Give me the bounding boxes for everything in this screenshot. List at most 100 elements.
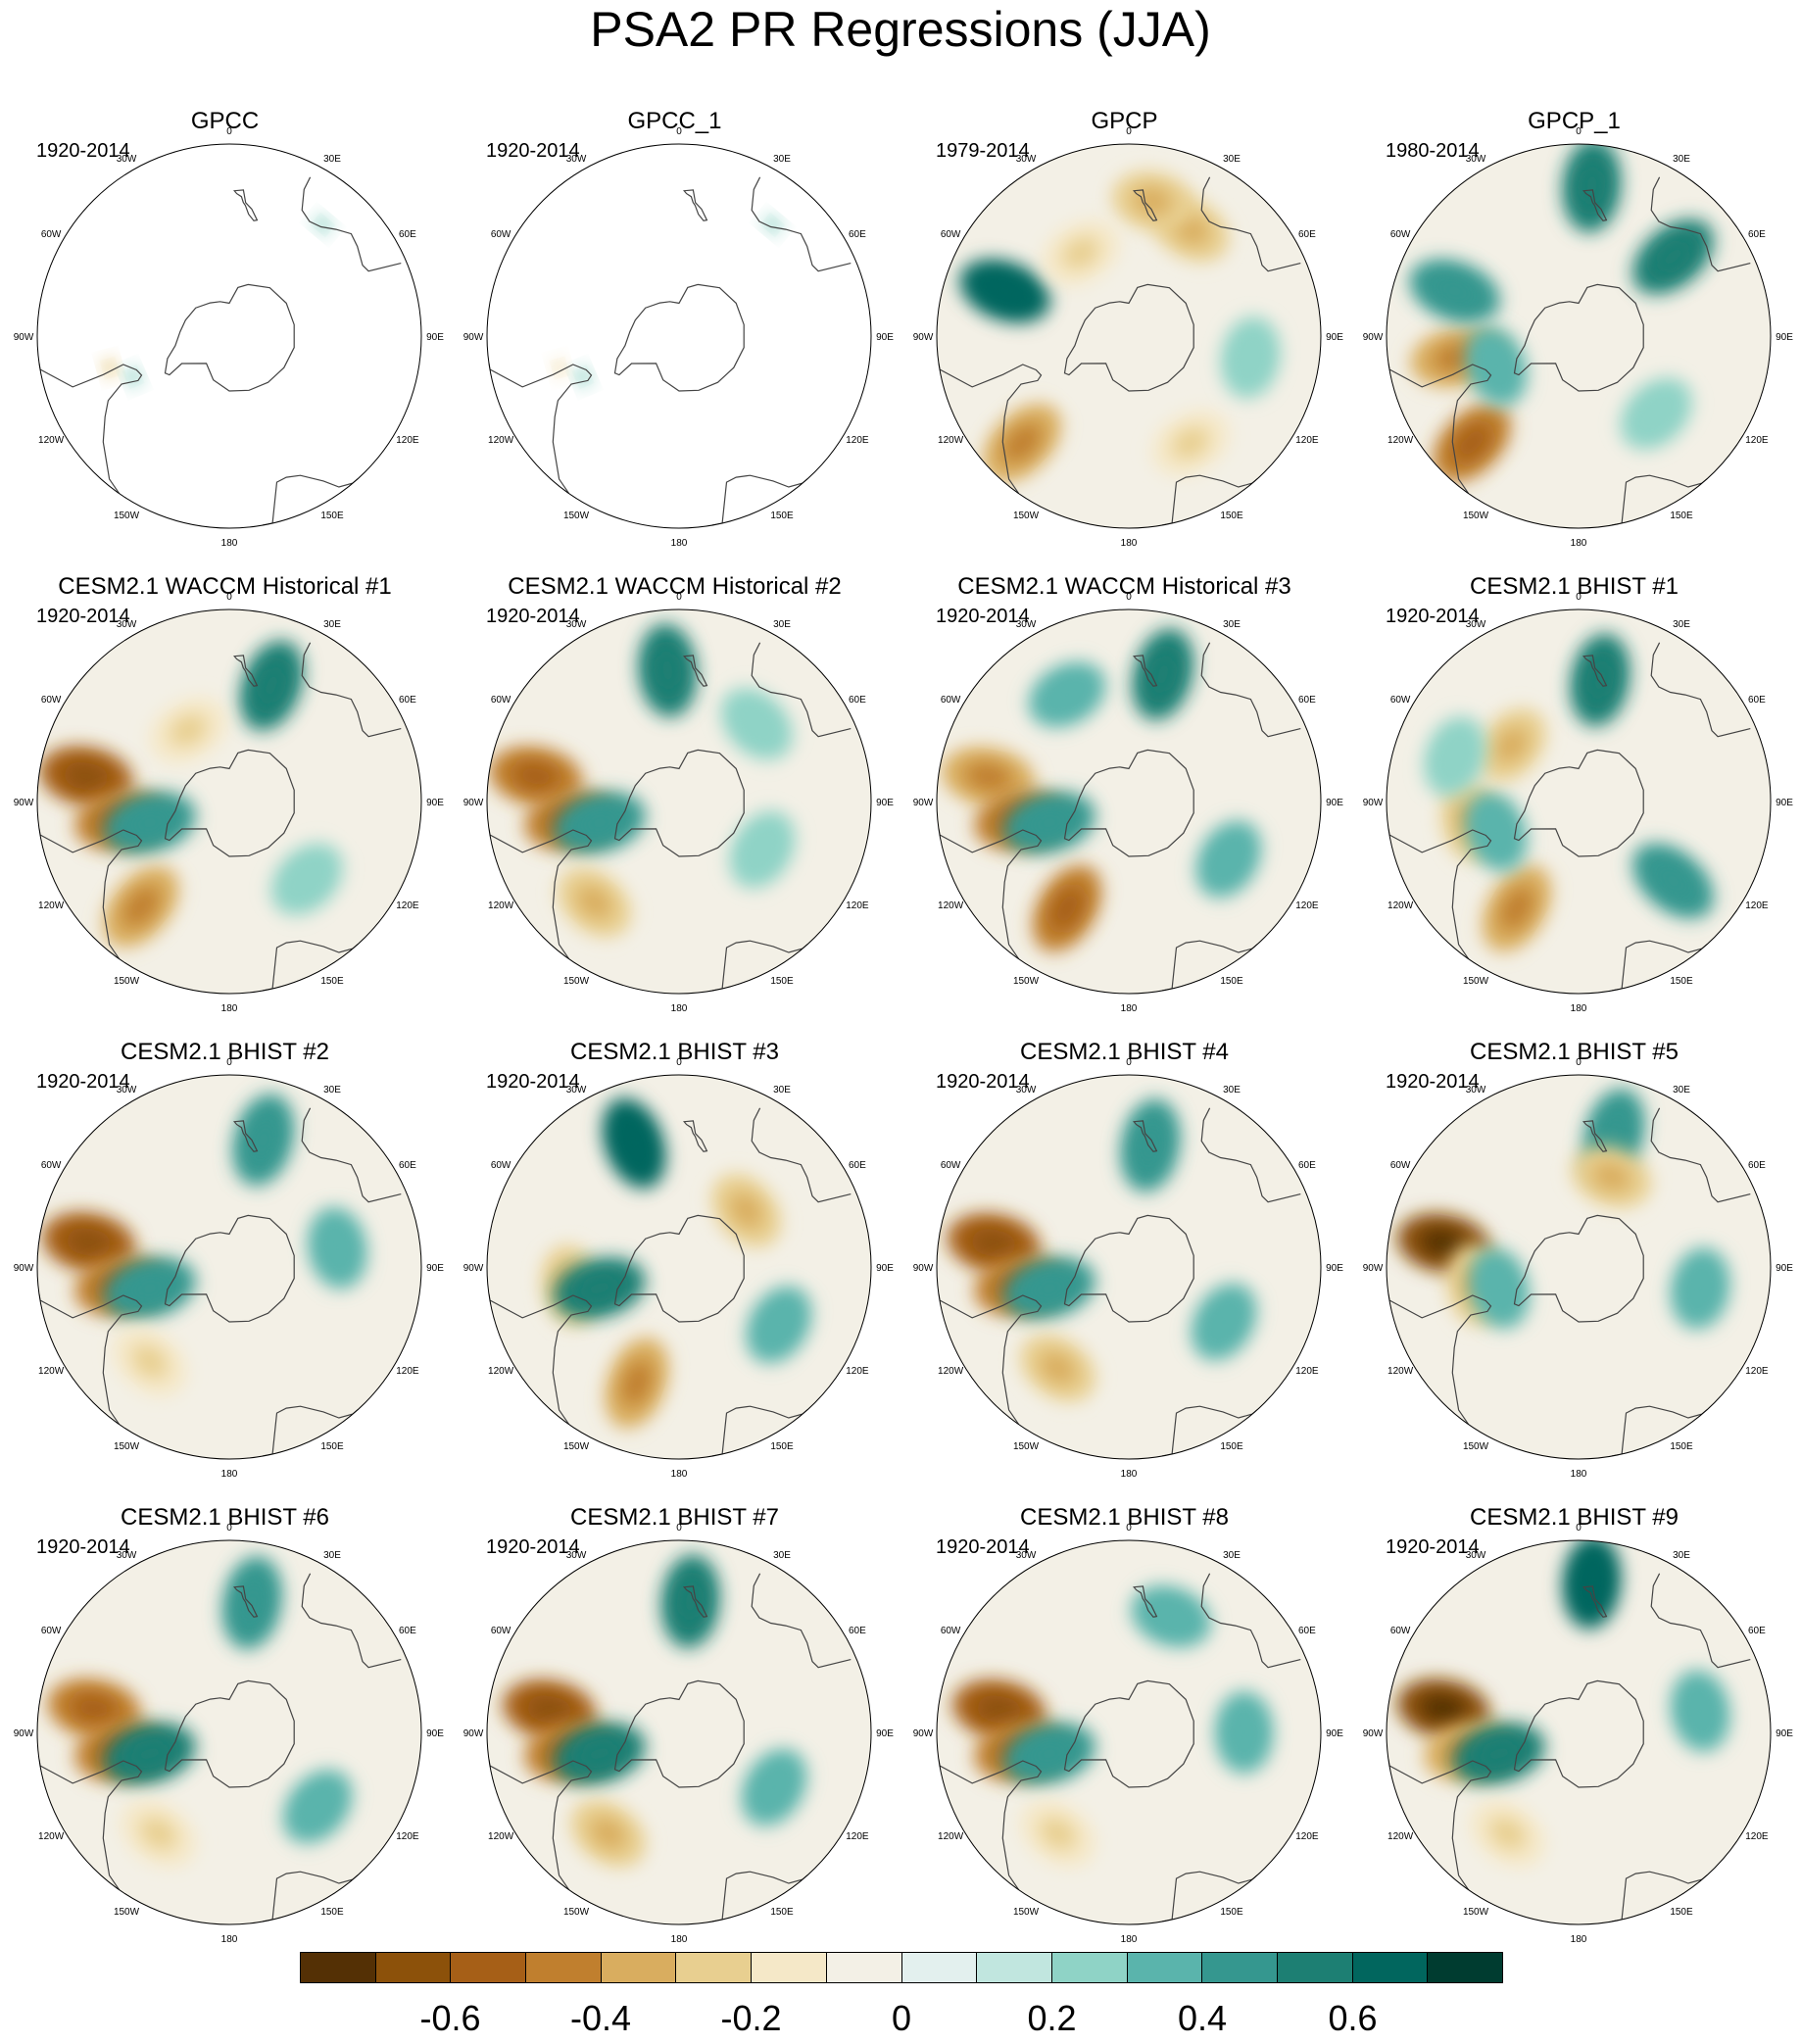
polar-map: 0 30E 60E 90E 120E 150E 180 150W 120W 90W 60W 30W xyxy=(463,592,895,1014)
longitude-label: 150W xyxy=(1013,1907,1040,1918)
longitude-label: 30E xyxy=(1673,154,1690,165)
longitude-label: 60W xyxy=(491,695,511,706)
longitude-label: 60E xyxy=(399,1626,416,1636)
longitude-label: 60E xyxy=(849,1160,866,1171)
longitude-label: 60W xyxy=(491,1626,511,1636)
longitude-label: 90W xyxy=(463,1263,484,1274)
longitude-label: 60W xyxy=(941,1626,961,1636)
colorbar xyxy=(300,1952,1503,1985)
longitude-label: 150W xyxy=(1463,1907,1489,1918)
longitude-label: 60E xyxy=(1298,695,1316,706)
coastline xyxy=(1513,749,1644,857)
longitude-label: 60E xyxy=(1298,229,1316,240)
longitude-label: 150W xyxy=(114,1441,140,1452)
longitude-label: 30E xyxy=(1673,1085,1690,1095)
longitude-label: 150E xyxy=(320,511,344,521)
panel-title: CESM2.1 BHIST #2 xyxy=(121,1039,329,1065)
panel-title: CESM2.1 BHIST #9 xyxy=(1470,1504,1679,1531)
regression-anomaly-core xyxy=(1476,1738,1523,1769)
longitude-label: 150E xyxy=(1220,1441,1243,1452)
regression-anomaly-core xyxy=(1499,887,1534,931)
longitude-label: 30W xyxy=(117,1550,137,1561)
polar-map: 0 30E 60E 90E 120E 150E 180 150W 120W 90W 60W 30W xyxy=(14,1523,445,1945)
panel-title: GPCP xyxy=(1091,108,1158,134)
longitude-label: 150W xyxy=(114,1907,140,1918)
map-border xyxy=(486,1074,872,1460)
regression-anomaly-core xyxy=(1578,162,1606,210)
coastline xyxy=(164,1214,295,1323)
longitude-label: 150W xyxy=(1463,511,1489,521)
longitude-label: 90W xyxy=(913,1263,934,1274)
coastline xyxy=(751,642,852,738)
coastline xyxy=(1161,1871,1258,1922)
map-panel: 0 30E 60E 90E 120E 150E 180 150W 120W 90W 60W 30W CE… xyxy=(0,1475,450,1945)
longitude-label: 30E xyxy=(323,1550,341,1561)
longitude-label: 0 xyxy=(676,592,682,603)
coastline xyxy=(938,363,1043,494)
polar-map: 0 30E 60E 90E 120E 150E 180 150W 120W 90W 60W 30W xyxy=(463,1057,895,1480)
regression-anomaly-core xyxy=(132,1344,168,1379)
regression-anomaly-core xyxy=(1002,423,1042,462)
panel-period: 1920-2014 xyxy=(486,1536,580,1558)
longitude-label: 150E xyxy=(770,1441,794,1452)
coastline xyxy=(1133,1585,1158,1618)
regression-anomaly-core xyxy=(1653,862,1693,900)
longitude-label: 180 xyxy=(221,538,238,549)
longitude-label: 60W xyxy=(491,1160,511,1171)
map-border xyxy=(936,143,1322,529)
polar-map: 0 30E 60E 90E 120E 150E 180 150W 120W 90W 60W 30W xyxy=(463,1523,895,1945)
longitude-label: 120W xyxy=(938,1831,964,1842)
regression-anomaly-core xyxy=(576,1273,623,1303)
colorbar-swatch xyxy=(1202,1953,1278,1982)
panel-period: 1920-2014 xyxy=(936,1536,1030,1558)
longitude-label: 90W xyxy=(463,798,484,808)
longitude-label: 90W xyxy=(913,1728,934,1739)
coastline xyxy=(262,474,359,526)
panel-title: CESM2.1 BHIST #4 xyxy=(1020,1039,1229,1065)
map-panel: 0 30E 60E 90E 120E 150E 180 150W 120W 90W 60W 30W GP… xyxy=(900,78,1349,549)
longitude-label: 90W xyxy=(463,1728,484,1739)
longitude-label: 120E xyxy=(396,1831,419,1842)
map-background xyxy=(487,144,871,528)
longitude-label: 150W xyxy=(1013,1441,1040,1452)
panel-period: 1920-2014 xyxy=(936,606,1030,627)
regression-anomaly-core xyxy=(140,1817,176,1850)
regression-anomaly-core xyxy=(676,1578,705,1626)
longitude-label: 150E xyxy=(1220,1907,1243,1918)
panel-period: 1920-2014 xyxy=(36,1071,130,1093)
regression-anomaly-core xyxy=(301,1788,334,1825)
longitude-label: 90E xyxy=(426,332,444,343)
longitude-label: 60E xyxy=(1748,229,1766,240)
longitude-label: 180 xyxy=(1571,538,1587,549)
longitude-label: 120W xyxy=(488,900,514,911)
map-border xyxy=(486,143,872,529)
regression-anomaly-core xyxy=(654,647,682,695)
coastline xyxy=(488,1759,593,1890)
colorbar-swatch xyxy=(451,1953,527,1982)
panel-title: CESM2.1 BHIST #1 xyxy=(1470,573,1679,600)
coastline xyxy=(751,176,852,272)
polar-map: 0 30E 60E 90E 120E 150E 180 150W 120W 90W 60W 30W xyxy=(1363,1523,1794,1945)
longitude-label: 150W xyxy=(114,511,140,521)
longitude-label: 90W xyxy=(913,798,934,808)
longitude-label: 30E xyxy=(1673,1550,1690,1561)
coastline xyxy=(1650,1573,1751,1669)
regression-anomaly-core xyxy=(576,886,612,919)
coastline xyxy=(1200,1107,1301,1203)
map-border xyxy=(1386,1539,1772,1925)
longitude-label: 90W xyxy=(1363,1263,1384,1274)
longitude-label: 0 xyxy=(1126,1523,1132,1533)
coastline xyxy=(233,1120,259,1152)
coastline xyxy=(1200,1573,1301,1669)
coastline xyxy=(711,474,808,526)
coastline xyxy=(164,283,295,392)
regression-anomaly-core xyxy=(1420,1694,1467,1724)
coastline xyxy=(1133,1120,1158,1152)
longitude-label: 150W xyxy=(563,976,590,987)
regression-anomaly-core xyxy=(982,275,1028,307)
map-border xyxy=(486,1539,872,1925)
coastline xyxy=(683,1120,708,1152)
longitude-label: 120E xyxy=(1295,435,1319,446)
longitude-label: 150E xyxy=(1670,1907,1693,1918)
longitude-label: 60W xyxy=(41,1626,62,1636)
